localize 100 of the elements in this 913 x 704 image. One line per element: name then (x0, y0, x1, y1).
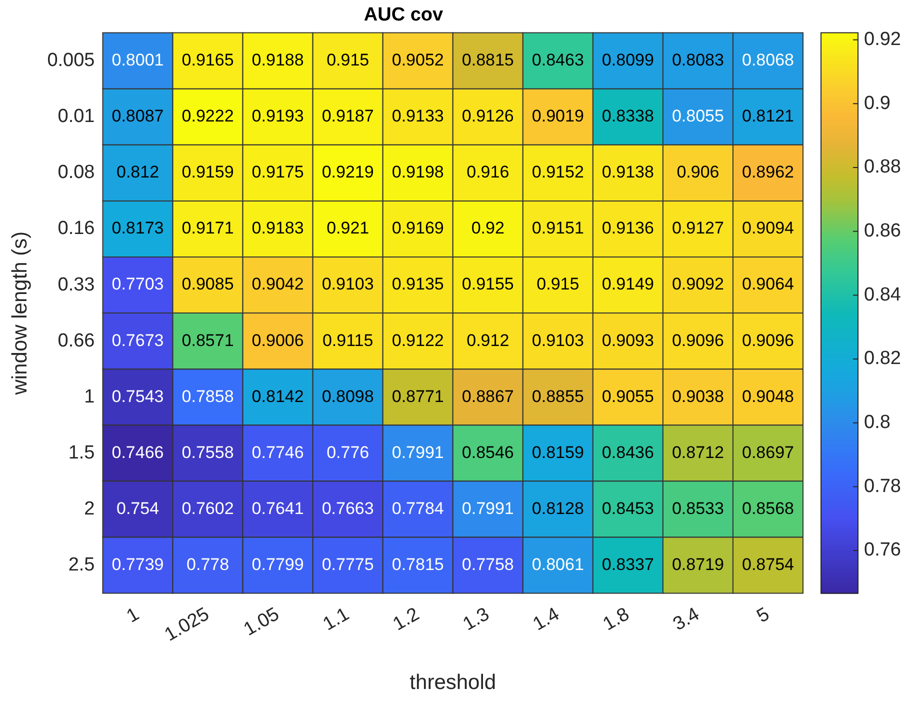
data-label: 0.7466 (112, 442, 164, 462)
data-label: 0.9127 (672, 218, 724, 238)
data-label: 0.8453 (602, 498, 654, 518)
data-label: 0.7703 (112, 274, 164, 294)
data-label: 0.8867 (462, 386, 514, 406)
data-label: 0.7991 (392, 442, 444, 462)
data-label: 0.915 (326, 50, 370, 70)
data-label: 0.9165 (182, 50, 234, 70)
data-label: 0.8533 (672, 498, 724, 518)
x-tick-label: 1.1 (320, 604, 353, 636)
color-bar-label: 0.76 (864, 540, 901, 561)
data-label: 0.8546 (462, 442, 514, 462)
data-label: 0.9135 (392, 274, 444, 294)
data-label: 0.9094 (742, 218, 794, 238)
data-label: 0.9169 (392, 218, 444, 238)
data-label: 0.9103 (532, 330, 584, 350)
data-label: 0.9042 (252, 274, 304, 294)
x-tick-label: 1.8 (600, 604, 634, 636)
x-tick-label: 5 (753, 604, 774, 628)
data-label: 0.9136 (602, 218, 654, 238)
data-label: 0.9096 (742, 330, 794, 350)
data-label: 0.8055 (672, 106, 724, 126)
data-label: 0.9103 (322, 274, 374, 294)
data-label: 0.8121 (742, 106, 794, 126)
x-tick-label: 1.4 (530, 604, 564, 636)
data-label: 0.8128 (532, 498, 584, 518)
data-label: 0.778 (186, 554, 230, 574)
data-label: 0.9222 (182, 106, 234, 126)
y-tick-label: 2 (84, 498, 95, 520)
x-tick-label: 1.05 (240, 604, 283, 641)
data-label: 0.8087 (112, 106, 164, 126)
data-label: 0.9085 (182, 274, 234, 294)
data-label: 0.7815 (392, 554, 444, 574)
color-bar-label: 0.8 (864, 412, 890, 434)
data-label: 0.9183 (252, 218, 304, 238)
y-tick-label: 1.5 (68, 442, 95, 464)
data-label: 0.9187 (322, 106, 374, 126)
data-label: 0.9188 (252, 50, 304, 70)
data-label: 0.7673 (112, 330, 164, 350)
color-bar-label: 0.9 (864, 92, 890, 114)
data-label: 0.8083 (672, 50, 724, 70)
data-label: 0.9052 (392, 50, 444, 70)
data-label: 0.9038 (672, 386, 724, 406)
data-label: 0.8436 (602, 442, 654, 462)
color-bar-label: 0.88 (864, 156, 901, 178)
data-label: 0.9193 (252, 106, 304, 126)
data-label: 0.9019 (532, 106, 584, 126)
color-bar-label: 0.92 (864, 29, 901, 50)
data-label: 0.9064 (742, 274, 794, 294)
data-label: 0.9093 (602, 330, 654, 350)
data-label: 0.812 (116, 162, 160, 182)
y-tick-label: 0.66 (58, 330, 95, 352)
x-tick-label: 1.3 (460, 604, 494, 636)
data-label: 0.7558 (182, 442, 234, 462)
data-label: 0.8098 (322, 386, 374, 406)
y-tick-label: 1 (84, 386, 95, 408)
y-tick-label: 2.5 (68, 554, 95, 576)
data-label: 0.7543 (112, 386, 164, 406)
data-label: 0.8855 (532, 386, 584, 406)
data-label: 0.9138 (602, 162, 654, 182)
data-label: 0.7991 (462, 498, 514, 518)
data-label: 0.8697 (742, 442, 794, 462)
data-label: 0.915 (536, 274, 580, 294)
data-label: 0.9006 (252, 330, 304, 350)
data-label: 0.9152 (532, 162, 584, 182)
data-label: 0.7784 (392, 498, 444, 518)
data-label: 0.754 (116, 498, 160, 518)
data-label: 0.9171 (182, 218, 234, 238)
y-tick-label: 0.33 (58, 274, 95, 296)
data-label: 0.7799 (252, 554, 304, 574)
data-label: 0.9175 (252, 162, 304, 182)
data-label: 0.8712 (672, 442, 724, 462)
data-label: 0.906 (676, 162, 720, 182)
color-bar-label: 0.82 (864, 348, 901, 370)
data-label: 0.9155 (462, 274, 514, 294)
data-label: 0.9055 (602, 386, 654, 406)
x-axis-title: threshold (410, 671, 496, 694)
data-label: 0.8568 (742, 498, 794, 518)
data-label: 0.8142 (252, 386, 304, 406)
data-label: 0.9048 (742, 386, 794, 406)
data-label: 0.8815 (462, 50, 514, 70)
data-label: 0.9115 (322, 330, 374, 350)
data-label: 0.8001 (112, 50, 164, 70)
data-label: 0.8962 (742, 162, 794, 182)
data-label: 0.916 (466, 162, 510, 182)
data-label: 0.7758 (462, 554, 514, 574)
data-label: 0.8061 (532, 554, 584, 574)
y-tick-label: 0.01 (58, 106, 95, 128)
data-label: 0.7663 (322, 498, 374, 518)
data-label: 0.8068 (742, 50, 794, 70)
data-label: 0.9151 (532, 218, 584, 238)
data-label: 0.8159 (532, 442, 584, 462)
data-label: 0.8719 (672, 554, 724, 574)
data-label: 0.9149 (602, 274, 654, 294)
y-tick-label: 0.005 (47, 50, 95, 72)
data-label: 0.9219 (322, 162, 374, 182)
y-tick-label: 0.08 (58, 162, 95, 184)
data-label: 0.7602 (182, 498, 234, 518)
data-label: 0.9122 (392, 330, 444, 350)
data-label: 0.776 (326, 442, 370, 462)
